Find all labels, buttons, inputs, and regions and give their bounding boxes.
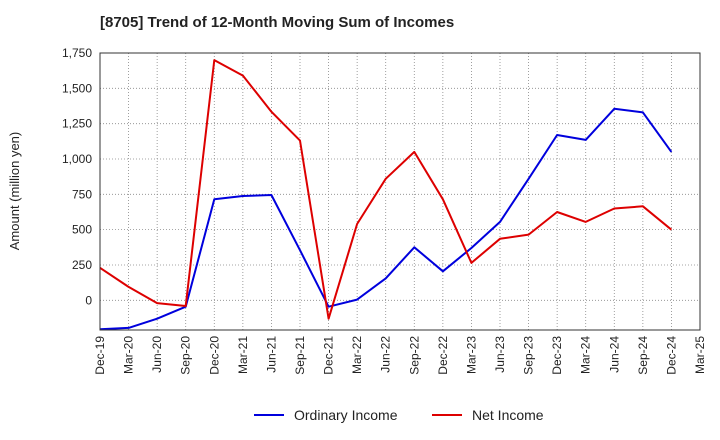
x-tick-label: Sep-22 bbox=[407, 336, 421, 375]
series-line-net-income bbox=[99, 59, 673, 320]
x-tick-label: Mar-22 bbox=[350, 336, 364, 374]
y-tick-label: 1,750 bbox=[62, 46, 92, 60]
plot-border bbox=[99, 52, 701, 331]
x-tick-label: Sep-24 bbox=[636, 336, 650, 375]
x-tick-label: Mar-20 bbox=[122, 336, 136, 374]
legend-label: Ordinary Income bbox=[294, 407, 398, 423]
x-tick-label: Dec-20 bbox=[207, 336, 221, 375]
y-tick-label: 1,500 bbox=[62, 81, 92, 95]
x-tick-label: Jun-22 bbox=[379, 336, 393, 373]
series-line-ordinary-income bbox=[99, 107, 673, 331]
x-tick-label: Dec-23 bbox=[550, 336, 564, 375]
chart-title: [8705] Trend of 12-Month Moving Sum of I… bbox=[100, 14, 455, 31]
y-axis-label: Amount (million yen) bbox=[7, 132, 22, 251]
x-tick-label: Dec-22 bbox=[436, 336, 450, 375]
x-tick-label: Mar-25 bbox=[693, 336, 707, 374]
x-tick-label: Jun-24 bbox=[607, 336, 621, 373]
y-tick-label: 500 bbox=[72, 223, 92, 237]
legend-label: Net Income bbox=[472, 407, 544, 423]
y-tick-labels: 0 250 500 750 1,000 1,250 1,500 1,750 bbox=[62, 46, 92, 307]
y-tick-label: 250 bbox=[72, 258, 92, 272]
y-tick-label: 750 bbox=[72, 187, 92, 201]
x-tick-label: Dec-21 bbox=[322, 336, 336, 375]
x-tick-label: Dec-19 bbox=[93, 336, 107, 375]
series-lines bbox=[99, 59, 673, 331]
x-tick-label: Sep-23 bbox=[522, 336, 536, 375]
x-tick-label: Mar-24 bbox=[579, 336, 593, 374]
x-tick-label: Jun-21 bbox=[264, 336, 278, 373]
x-tick-label: Jun-20 bbox=[150, 336, 164, 373]
x-tick-label: Sep-21 bbox=[293, 336, 307, 375]
x-tick-label: Sep-20 bbox=[179, 336, 193, 375]
x-tick-labels: Dec-19 Mar-20 Jun-20 Sep-20 Dec-20 Mar-21 Jun-… bbox=[93, 336, 707, 375]
y-tick-label: 1,250 bbox=[62, 117, 92, 131]
x-tick-label: Jun-23 bbox=[493, 336, 507, 373]
y-tick-label: 1,000 bbox=[62, 152, 92, 166]
x-tick-label: Dec-24 bbox=[664, 336, 678, 375]
legend: Ordinary Income Net Income bbox=[254, 407, 544, 423]
x-tick-label: Mar-21 bbox=[236, 336, 250, 374]
x-tick-label: Mar-23 bbox=[464, 336, 478, 374]
y-tick-label: 0 bbox=[85, 293, 92, 307]
